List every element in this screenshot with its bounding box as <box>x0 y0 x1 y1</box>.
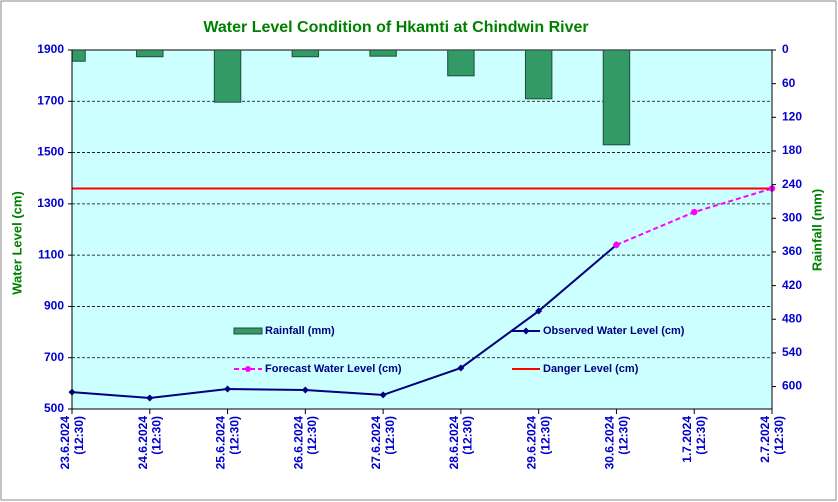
y2-tick-label: 0 <box>782 42 789 56</box>
y-tick-label: 500 <box>44 401 64 415</box>
y2-tick-label: 240 <box>782 177 802 191</box>
x-tick-label: 24.6.2024(12:30) <box>136 416 164 470</box>
point <box>379 391 387 399</box>
y-tick-label: 700 <box>44 350 64 364</box>
point <box>535 307 543 315</box>
y2-tick-label: 120 <box>782 109 802 123</box>
legend-marker <box>245 366 251 372</box>
y-tick-label: 1100 <box>38 247 64 261</box>
rain-bar <box>369 50 397 57</box>
y2-axis-label: Rainfall (mm) <box>809 189 824 271</box>
x-tick-label: 30.6.2024(12:30) <box>603 416 631 470</box>
y2-tick-label: 600 <box>782 379 802 393</box>
x-tick-label: 1.7.2024(12:30) <box>680 416 708 463</box>
point <box>457 364 465 372</box>
x-tick-label: 2.7.2024(12:30) <box>758 416 786 463</box>
legend-label: Danger Level (cm) <box>543 363 639 375</box>
y2-tick-label: 480 <box>782 311 802 325</box>
y2-tick-label: 180 <box>782 143 802 157</box>
chart-title: Water Level Condition of Hkamti at Chind… <box>203 19 588 36</box>
point <box>691 208 698 216</box>
series-line <box>72 244 618 399</box>
x-tick-label: 29.6.2024(12:30) <box>525 416 553 470</box>
x-tick-label: 25.6.2024(12:30) <box>214 416 242 470</box>
point <box>301 386 309 394</box>
rain-bar <box>213 50 242 103</box>
point <box>224 385 232 393</box>
y2-tick-label: 300 <box>782 210 802 224</box>
point <box>613 241 620 249</box>
y2-tick-label: 60 <box>782 76 796 90</box>
rain-bar <box>291 50 320 58</box>
rain-bar <box>602 50 631 146</box>
plot-area <box>72 50 772 409</box>
rain-bar <box>447 50 475 77</box>
legend-marker <box>522 327 530 335</box>
point <box>146 394 154 402</box>
y-tick-label: 900 <box>44 299 64 313</box>
legend-swatch <box>233 327 263 335</box>
x-tick-label: 28.6.2024(12:30) <box>447 416 475 470</box>
y-tick-label: 1700 <box>37 93 64 107</box>
y2-tick-label: 360 <box>782 244 802 258</box>
legend-label: Rainfall (mm) <box>265 325 335 337</box>
y-tick-label: 1500 <box>37 145 64 159</box>
y2-tick-label: 420 <box>782 278 802 292</box>
legend-label: Observed Water Level (cm) <box>543 325 685 337</box>
legend-label: Forecast Water Level (cm) <box>265 363 402 375</box>
x-tick-label: 26.6.2024(12:30) <box>292 416 320 470</box>
y-tick-label: 1300 <box>37 196 64 210</box>
rain-bar <box>136 50 164 58</box>
y-tick-label: 1900 <box>37 42 64 56</box>
x-tick-label: 23.6.2024(12:30) <box>58 416 86 470</box>
y2-tick-label: 540 <box>782 345 802 359</box>
x-tick-label: 27.6.2024(12:30) <box>369 416 397 470</box>
y-axis-label: Water Level (cm) <box>9 191 24 295</box>
rain-bar <box>524 50 553 100</box>
